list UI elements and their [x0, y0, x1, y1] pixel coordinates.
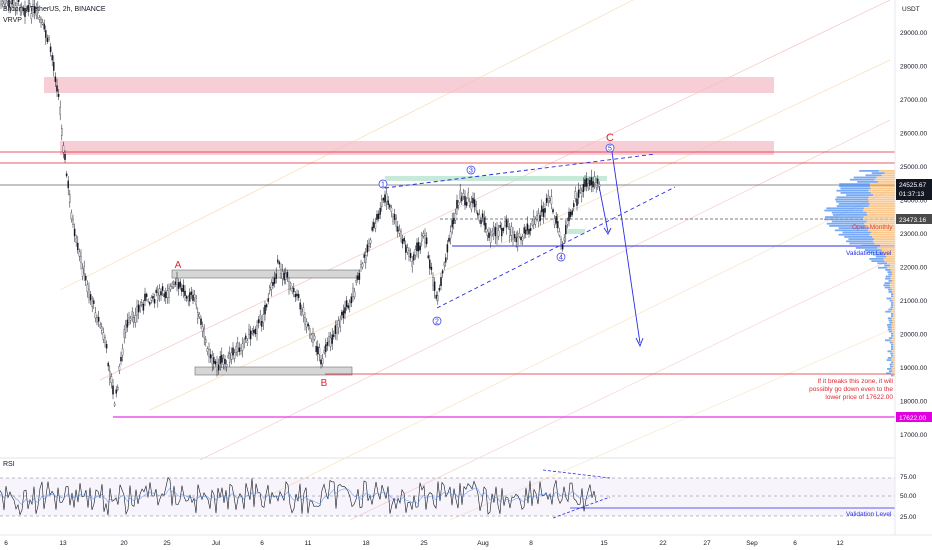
wave-1-label: 1	[381, 182, 385, 189]
countdown-value: 01:37:13	[899, 191, 925, 198]
time-tick: 15	[600, 540, 608, 547]
wave-5-label: 5	[608, 146, 612, 153]
svg-text:75.00: 75.00	[900, 474, 917, 481]
svg-text:25.00: 25.00	[900, 514, 917, 521]
time-tick: 6	[260, 540, 264, 547]
time-tick: 18	[362, 540, 370, 547]
time-tick: 27	[703, 540, 711, 547]
price-tick: 22000.00	[900, 265, 927, 272]
price-tick: 19000.00	[900, 365, 927, 372]
price-tick: 23000.00	[900, 231, 927, 238]
projection-arrows[interactable]	[598, 151, 644, 348]
rsi-ma-line	[0, 487, 597, 505]
time-tick: Sep	[746, 540, 758, 547]
price-axis[interactable]: USDT 29000.00 28000.00 27000.00 26000.00 250…	[894, 0, 932, 550]
svg-text:lower price of 17622.00: lower price of 17622.00	[825, 394, 893, 401]
currency-label: USDT	[902, 6, 920, 13]
volume-profile	[824, 170, 895, 377]
green-box-top[interactable]	[385, 176, 607, 181]
svg-text:50.00: 50.00	[900, 493, 917, 500]
wave-b-label: B	[321, 378, 328, 389]
chart-legend[interactable]: Bitcoin / TetherUS, 2h, BINANCE VRVP	[3, 4, 106, 26]
time-tick: 6	[793, 540, 797, 547]
rsi-title[interactable]: RSI	[3, 461, 15, 468]
symbol-title[interactable]: Bitcoin / TetherUS, 2h, BINANCE	[3, 6, 106, 13]
time-tick: 22	[659, 540, 667, 547]
open-monthly-tag	[896, 214, 932, 224]
price-tick: 24000.00	[900, 198, 927, 205]
wave-2-label: 2	[435, 319, 439, 326]
time-tick: 8	[529, 540, 533, 547]
green-box-small[interactable]	[565, 229, 585, 234]
rsi-wedge[interactable]	[542, 469, 611, 519]
price-tick: 21000.00	[900, 298, 927, 305]
time-tick: 20	[120, 540, 128, 547]
svg-text:possibly go down even to the: possibly go down even to the	[809, 386, 893, 393]
price-tick: 28000.00	[900, 64, 927, 71]
time-tick: Jul	[212, 540, 221, 547]
current-price-value: 24525.67	[899, 182, 926, 189]
wave-4-label: 4	[559, 255, 563, 262]
time-axis[interactable]: 6 13 20 25 Jul 6 11 18 25 Aug 8 15 22 27 Sep 6 12	[0, 534, 932, 550]
wave-3-label: 3	[469, 168, 473, 175]
support-box-b[interactable]	[194, 366, 353, 376]
wave-a-label: A	[175, 260, 182, 271]
resistance-zone-lower[interactable]	[60, 141, 774, 155]
price-tick: 17000.00	[900, 432, 927, 439]
price-tick: 27000.00	[900, 97, 927, 104]
price-tick: 26000.00	[900, 131, 927, 138]
open-monthly-text: Open Monthly	[852, 224, 893, 231]
open-monthly-value: 23473.16	[899, 217, 926, 224]
validation-level-text: Validation Level	[846, 250, 892, 257]
time-tick: 11	[305, 540, 312, 547]
time-tick: 13	[59, 540, 67, 547]
wave-labels: 1 2 3 4 5 A B C	[175, 132, 615, 389]
price-tick: 25000.00	[900, 164, 927, 171]
time-tick: Aug	[477, 540, 489, 547]
breakdown-note: If it breaks this zone, it will possibly…	[809, 378, 893, 401]
resistance-zone-upper[interactable]	[44, 77, 774, 93]
wedge-trendlines[interactable]	[384, 153, 676, 309]
indicator-label[interactable]: VRVP	[3, 17, 22, 24]
low-price-value: 17622.00	[899, 415, 926, 422]
time-tick: 25	[163, 540, 171, 547]
price-tick: 18000.00	[900, 399, 927, 406]
low-price-tag	[896, 412, 932, 422]
svg-text:If it breaks this zone, it wil: If it breaks this zone, it will	[818, 378, 894, 385]
resistance-box-a[interactable]	[171, 269, 360, 279]
time-tick: 6	[4, 540, 8, 547]
rsi-line	[0, 476, 597, 516]
time-tick: 12	[836, 540, 844, 547]
time-tick: 25	[420, 540, 428, 547]
price-tick: 20000.00	[900, 332, 927, 339]
current-price-tag	[896, 179, 932, 200]
price-tick: 29000.00	[900, 30, 927, 37]
rsi-band	[0, 478, 895, 516]
wave-c-label: C	[606, 132, 614, 144]
rsi-validation-text: Validation Level	[846, 511, 892, 518]
price-candles	[0, 0, 601, 408]
